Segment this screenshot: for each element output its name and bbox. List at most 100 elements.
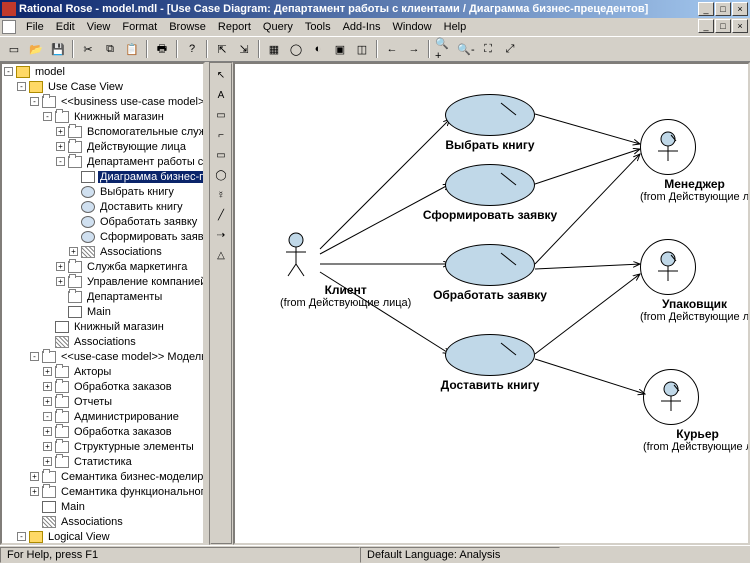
tree-label[interactable]: Обработать заявку [98, 216, 199, 228]
usecase-uc4[interactable]: Доставить книгу [445, 334, 535, 376]
tree-label[interactable]: Associations [98, 246, 164, 258]
tree-label[interactable]: Обработка заказов [72, 426, 174, 438]
tree-label[interactable]: Семантика бизнес-моделирования [59, 471, 203, 483]
tree-expand-icon[interactable]: + [43, 442, 52, 451]
tree-item[interactable]: - Use Case View [2, 79, 203, 94]
toolbar-zoom-in-button[interactable]: 🔍+ [434, 39, 454, 59]
palette-text-button[interactable]: A [212, 86, 230, 104]
browser-tree[interactable]: -model-Use Case View-<<business use-case… [0, 62, 205, 545]
tree-label[interactable]: Main [85, 306, 113, 318]
tree-expand-icon[interactable]: - [17, 82, 26, 91]
menu-edit[interactable]: Edit [50, 19, 81, 35]
usecase-uc2[interactable]: Сформировать заявку [445, 164, 535, 206]
actor-manager[interactable]: Менеджер(from Действующие л [640, 119, 749, 203]
close-button[interactable]: × [732, 2, 748, 16]
minimize-button[interactable]: _ [698, 2, 714, 16]
toolbar-state-diag-button[interactable]: ◐ [308, 39, 328, 59]
usecase-uc1[interactable]: Выбрать книгу [445, 94, 535, 136]
tree-label[interactable]: Управление компанией [85, 276, 203, 288]
tree-expand-icon[interactable]: + [56, 127, 65, 136]
tree-item[interactable]: Выбрать книгу [2, 184, 203, 199]
tree-item[interactable]: -Департамент работы с клиентами [2, 154, 203, 169]
toolbar-class-diag-button[interactable]: ▦ [264, 39, 284, 59]
tree-label[interactable]: Департаменты [85, 291, 164, 303]
tree-item[interactable]: Обработать заявку [2, 214, 203, 229]
menu-report[interactable]: Report [212, 19, 257, 35]
toolbar-copy-button[interactable]: ⧉ [100, 39, 120, 59]
toolbar-help-context-button[interactable]: ? [182, 39, 202, 59]
tree-expand-icon[interactable]: - [30, 352, 39, 361]
tree-label[interactable]: Вспомогательные службы [85, 126, 203, 138]
tree-label[interactable]: Use Case View [46, 81, 125, 93]
palette-usecase-button[interactable]: ◯ [212, 166, 230, 184]
tree-item[interactable]: + Статистика [2, 454, 203, 469]
palette-depend-button[interactable]: ⇢ [212, 226, 230, 244]
tree-item[interactable]: + Акторы [2, 364, 203, 379]
tree-item[interactable]: + Вспомогательные службы [2, 124, 203, 139]
tree-expand-icon[interactable]: + [43, 457, 52, 466]
toolbar-cut-button[interactable]: ✂ [78, 39, 98, 59]
tree-label[interactable]: <<business use-case model>> Модель бизне… [59, 96, 203, 108]
palette-actor-button[interactable]: ☿ [212, 186, 230, 204]
menu-add-ins[interactable]: Add-Ins [337, 19, 387, 35]
tree-label[interactable]: Книжный магазин [72, 111, 166, 123]
tree-expand-icon[interactable]: - [43, 412, 52, 421]
tree-label[interactable]: Департамент работы с клиентами [85, 156, 203, 168]
toolbar-usecase-diag-button[interactable]: ◯ [286, 39, 306, 59]
menu-window[interactable]: Window [387, 19, 438, 35]
menu-format[interactable]: Format [116, 19, 163, 35]
tree-expand-icon[interactable]: + [43, 382, 52, 391]
tree-label[interactable]: Associations [72, 336, 138, 348]
tree-expand-icon[interactable]: - [30, 97, 39, 106]
toolbar-save-file-button[interactable]: 💾 [48, 39, 68, 59]
menu-tools[interactable]: Tools [299, 19, 337, 35]
menu-file[interactable]: File [20, 19, 50, 35]
tree-label[interactable]: Logical View [46, 531, 112, 543]
mdi-close-button[interactable]: × [732, 19, 748, 33]
tree-expand-icon[interactable]: + [69, 247, 78, 256]
toolbar-print-button[interactable]: 🖶 [152, 39, 172, 59]
tree-item[interactable]: Департаменты [2, 289, 203, 304]
tree-expand-icon[interactable]: + [56, 277, 65, 286]
toolbar-new-file-button[interactable]: ▭ [4, 39, 24, 59]
tree-label[interactable]: Служба маркетинга [85, 261, 189, 273]
toolbar-open-file-button[interactable]: 📂 [26, 39, 46, 59]
tree-label[interactable]: Администрирование [72, 411, 181, 423]
menu-browse[interactable]: Browse [163, 19, 212, 35]
palette-package-button[interactable]: ▭ [212, 146, 230, 164]
tree-expand-icon[interactable]: + [56, 142, 65, 151]
tree-item[interactable]: Associations [2, 334, 203, 349]
tree-item[interactable]: +Семантика функционального моделирования [2, 484, 203, 499]
tree-label[interactable]: Сформировать заявку [98, 231, 203, 243]
tree-label[interactable]: Действующие лица [85, 141, 188, 153]
toolbar-component-diag-button[interactable]: ▣ [330, 39, 350, 59]
tree-label[interactable]: Акторы [72, 366, 113, 378]
tree-item[interactable]: - <<business use-case model>> Модель бизн… [2, 94, 203, 109]
tree-label[interactable]: Доставить книгу [98, 201, 185, 213]
tree-item[interactable]: - Администрирование [2, 409, 203, 424]
tree-expand-icon[interactable]: + [56, 262, 65, 271]
tree-item[interactable]: Сформировать заявку [2, 229, 203, 244]
tree-item[interactable]: +Обработка заказов [2, 379, 203, 394]
palette-generalize-button[interactable]: △ [212, 246, 230, 264]
tree-item[interactable]: Книжный магазин [2, 319, 203, 334]
tree-expand-icon[interactable]: - [43, 112, 52, 121]
toolbar-forward-button[interactable]: → [404, 39, 424, 59]
tree-expand-icon[interactable]: - [4, 67, 13, 76]
palette-note-button[interactable]: ▭ [212, 106, 230, 124]
tree-label[interactable]: <<use-case model>> Модель прецедентов [59, 351, 203, 363]
tree-expand-icon[interactable]: + [43, 367, 52, 376]
tree-label[interactable]: Associations [59, 516, 125, 528]
tree-item[interactable]: - Книжный магазин [2, 109, 203, 124]
mdi-maximize-button[interactable]: □ [715, 19, 731, 33]
actor-packer[interactable]: Упаковщик(from Действующие л [640, 239, 749, 323]
maximize-button[interactable]: □ [715, 2, 731, 16]
tree-label[interactable]: Статистика [72, 456, 134, 468]
tree-item[interactable]: +Структурные элементы [2, 439, 203, 454]
tree-expand-icon[interactable]: + [30, 472, 39, 481]
palette-assoc-button[interactable]: ╱ [212, 206, 230, 224]
toolbar-deploy-diag-button[interactable]: ◫ [352, 39, 372, 59]
actor-courier[interactable]: Курьер(from Действующие л [643, 369, 750, 453]
toolbar-back-button[interactable]: ← [382, 39, 402, 59]
tree-item[interactable]: - <<use-case model>> Модель прецедентов [2, 349, 203, 364]
